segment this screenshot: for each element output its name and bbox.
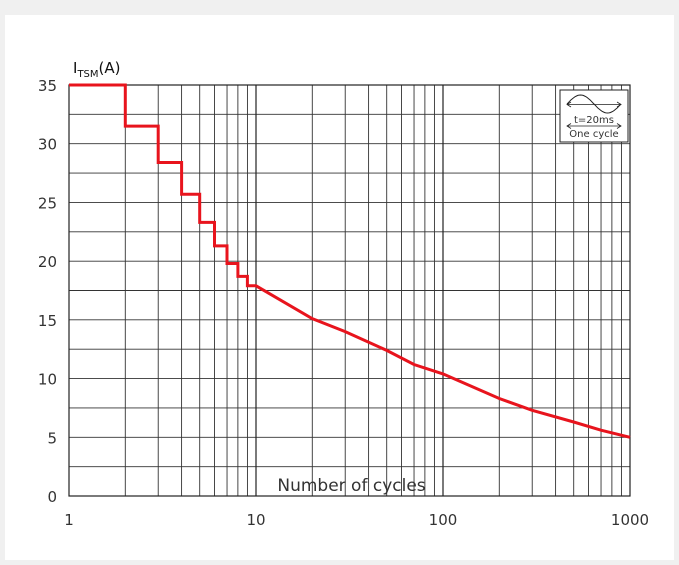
y-axis-label: ITSM(A) (73, 59, 121, 80)
y-tick-label: 10 (38, 371, 57, 389)
y-axis-label-subscript: TSM (76, 69, 98, 80)
y-tick-label: 0 (47, 488, 57, 506)
cycle-arrow-icon (566, 123, 622, 129)
y-axis-label-unit: (A) (99, 59, 121, 77)
inset-box (559, 89, 629, 143)
y-tick-label: 30 (38, 136, 57, 154)
y-tick-label: 5 (47, 429, 57, 447)
y-tick-labels: 0 5 10 15 20 25 30 35 (38, 77, 57, 506)
y-tick-label: 25 (38, 194, 57, 212)
y-tick-label: 35 (38, 77, 57, 95)
y-tick-label: 15 (38, 312, 57, 330)
y-tick-label: 20 (38, 253, 57, 271)
surge-current-chart: Number of cycles ITSM(A) 1 10 100 1000 0 5 10… (38, 59, 649, 529)
x-tick-label: 1000 (611, 511, 649, 529)
plot-border (68, 84, 631, 497)
x-tick-label: 1 (64, 511, 74, 529)
waveform-inset: t=20ms One cycle (559, 89, 629, 143)
inset-period-label: t=20ms (574, 115, 614, 126)
surge-current-line (69, 83, 631, 439)
period-arrow-icon (566, 101, 622, 108)
y-axis-label-main: I (73, 59, 77, 77)
x-tick-labels: 1 10 100 1000 (64, 511, 649, 529)
x-tick-label: 100 (429, 511, 458, 529)
x-axis-label: Number of cycles (277, 476, 425, 496)
x-tick-label: 10 (246, 511, 265, 529)
gridlines-y (69, 113, 630, 468)
inset-caption: One cycle (569, 129, 618, 140)
sine-wave-icon (566, 94, 622, 114)
chart-panel: Number of cycles ITSM(A) 1 10 100 1000 0 5 10… (5, 15, 674, 560)
major-gridlines-x (255, 85, 444, 496)
